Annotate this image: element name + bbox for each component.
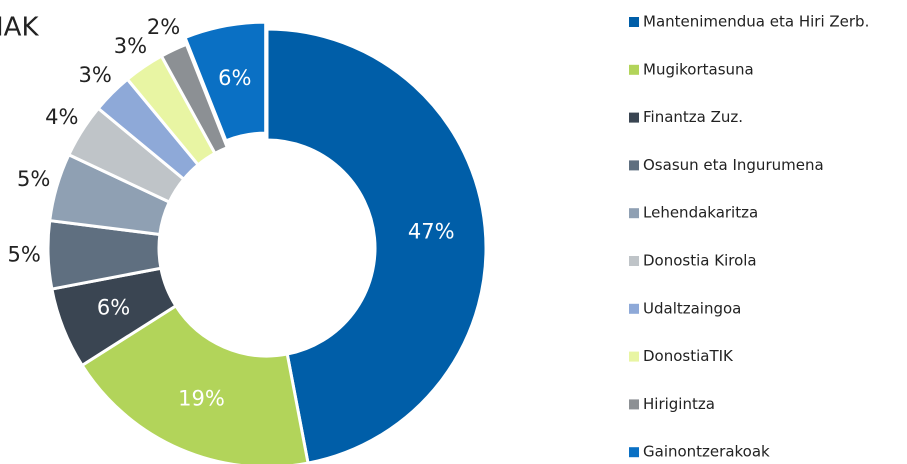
- data-label: 19%: [178, 386, 225, 410]
- legend-label: Gainontzerakoak: [643, 443, 770, 461]
- legend-label: Mugikortasuna: [643, 60, 754, 78]
- data-label: 6%: [97, 296, 130, 320]
- legend-label: DonostiaTIK: [643, 347, 734, 365]
- legend-swatch: [629, 112, 639, 123]
- legend-label: Osasun eta Ingurumena: [643, 156, 824, 174]
- legend-swatch: [629, 351, 639, 362]
- legend-label: Hirigintza: [643, 395, 715, 413]
- data-label: 2%: [147, 15, 180, 39]
- legend-swatch: [629, 399, 639, 410]
- legend-swatch: [629, 208, 639, 219]
- slice: [159, 42, 230, 156]
- legend-swatch: [629, 17, 639, 27]
- legend-swatch: [629, 64, 639, 75]
- chart-title: IAK: [0, 13, 39, 43]
- legend-swatch: [629, 160, 639, 171]
- legend-label: Udaltzaingoa: [643, 299, 741, 317]
- slice: [80, 303, 310, 464]
- data-label: 3%: [114, 34, 147, 58]
- legend-label: Lehendakaritza: [643, 204, 758, 222]
- data-label: 5%: [7, 243, 40, 267]
- slice: [183, 20, 268, 143]
- data-label: 5%: [17, 167, 50, 191]
- legend-swatch: [629, 303, 639, 314]
- legend-label: Donostia Kirola: [643, 252, 757, 270]
- data-label: 6%: [218, 66, 251, 90]
- legend-swatch: [629, 447, 639, 458]
- data-label: 4%: [45, 105, 78, 129]
- legend-swatch: [629, 256, 639, 266]
- slice: [265, 27, 488, 464]
- legend-label: Mantenimendua eta Hiri Zerb.: [643, 13, 869, 31]
- data-label: 47%: [408, 219, 455, 243]
- data-label: 3%: [79, 63, 112, 87]
- legend-label: Finantza Zuz.: [643, 108, 743, 126]
